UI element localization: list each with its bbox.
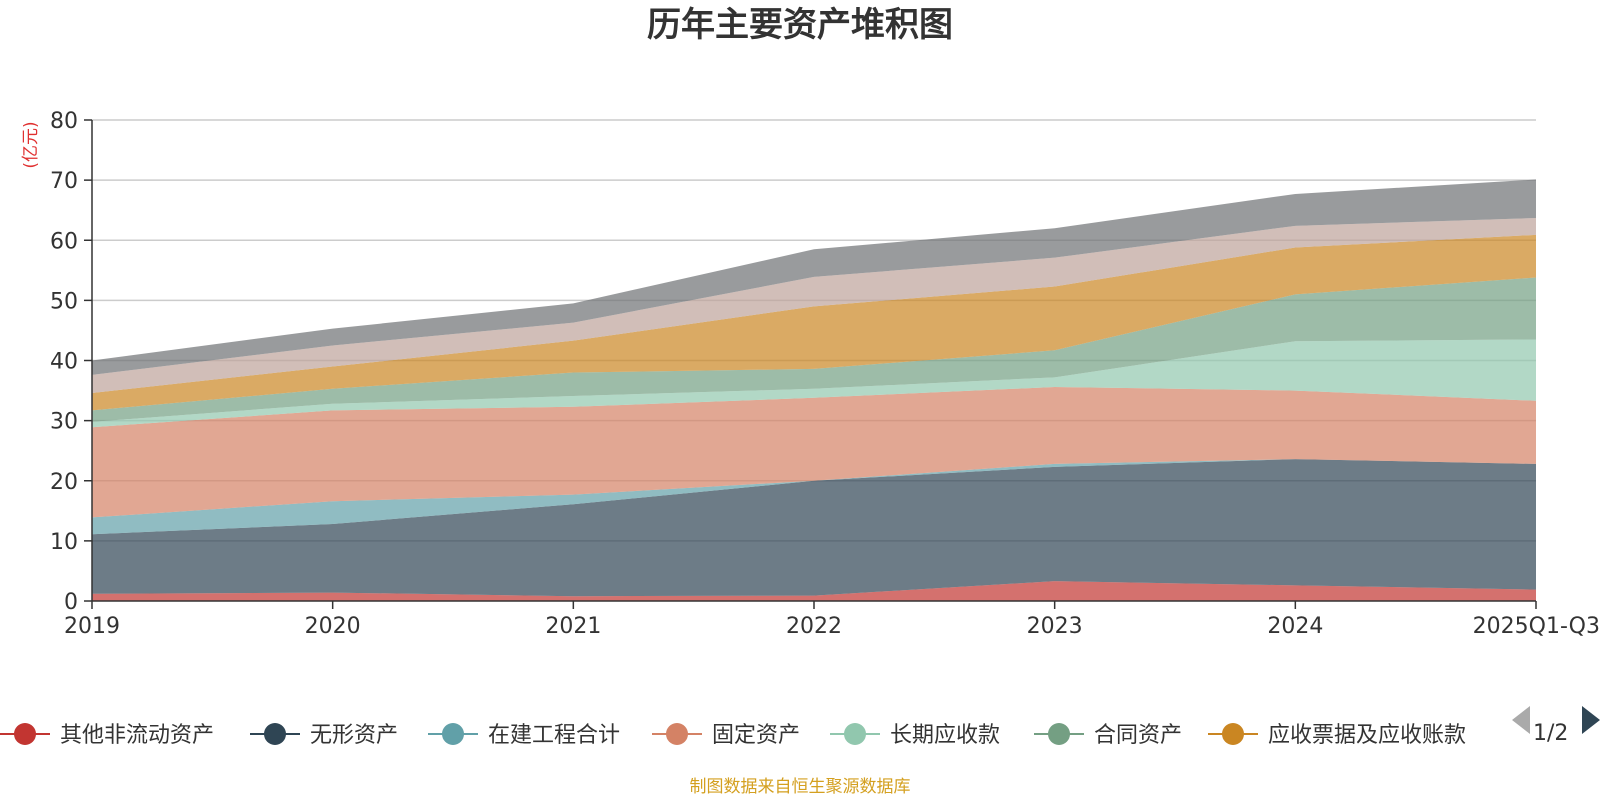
area-series-3 <box>92 459 1536 535</box>
data-source-note: 制图数据来自恒生聚源数据库 <box>690 777 911 797</box>
y-tick-label: 60 <box>50 229 78 254</box>
x-tick-label: 2022 <box>786 614 842 639</box>
legend-item[interactable]: 其他非流动资产 <box>0 723 214 748</box>
x-tick-label: 2020 <box>305 614 361 639</box>
y-axis-unit-label: (亿元) <box>21 121 41 168</box>
chart-title: 历年主要资产堆积图 <box>647 5 953 45</box>
y-tick-label: 50 <box>50 289 78 314</box>
legend-circle-marker <box>264 723 286 745</box>
legend-label: 其他非流动资产 <box>60 723 214 748</box>
x-tick-label: 2021 <box>545 614 601 639</box>
legend-circle-marker <box>1222 723 1244 745</box>
legend-circle-marker <box>442 723 464 745</box>
legend-next-page-icon[interactable] <box>1582 706 1600 734</box>
legend-item[interactable]: 无形资产 <box>250 723 398 748</box>
legend-label: 合同资产 <box>1094 723 1182 748</box>
legend-prev-page-icon[interactable] <box>1512 706 1530 734</box>
area-series-2 <box>92 459 1536 597</box>
legend-pager: 1/2 <box>1512 706 1600 746</box>
y-tick-label: 40 <box>50 350 78 375</box>
legend-item[interactable]: 在建工程合计 <box>428 723 620 748</box>
area-series-4 <box>92 386 1536 518</box>
x-tick-label: 2025Q1-Q3 <box>1473 614 1600 639</box>
x-tick-label: 2023 <box>1027 614 1083 639</box>
y-tick-label: 30 <box>50 410 78 435</box>
area-series-9 <box>92 179 1536 375</box>
y-tick-label: 0 <box>64 590 78 615</box>
area-series-group <box>92 179 1536 601</box>
y-tick-label: 10 <box>50 530 78 555</box>
area-series-1 <box>92 581 1536 601</box>
legend-label: 固定资产 <box>712 723 800 748</box>
legend-page-indicator: 1/2 <box>1533 721 1568 746</box>
legend-item[interactable]: 应收票据及应收账款 <box>1208 723 1466 748</box>
legend-item[interactable]: 长期应收款 <box>830 723 1000 748</box>
legend-label: 在建工程合计 <box>488 723 620 748</box>
legend-circle-marker <box>14 723 36 745</box>
legend-circle-marker <box>666 723 688 745</box>
legend-label: 应收票据及应收账款 <box>1268 723 1466 748</box>
x-tick-label: 2024 <box>1267 614 1323 639</box>
legend-item[interactable]: 合同资产 <box>1034 723 1182 748</box>
legend-item[interactable]: 固定资产 <box>652 723 800 748</box>
y-tick-label: 20 <box>50 470 78 495</box>
y-tick-label: 80 <box>50 109 78 134</box>
legend: 其他非流动资产 无形资产 在建工程合计 固定资产 长期应收款 合同资产 应收票据及应收账款 <box>0 723 1466 748</box>
legend-label: 无形资产 <box>310 723 398 748</box>
legend-circle-marker <box>1048 723 1070 745</box>
legend-circle-marker <box>844 723 866 745</box>
x-tick-label: 2019 <box>64 614 120 639</box>
legend-label: 长期应收款 <box>890 723 1000 748</box>
area-series-8 <box>92 218 1536 393</box>
area-series-6 <box>92 277 1536 422</box>
area-series-5 <box>92 339 1536 428</box>
axes: 0 10 20 30 40 50 60 70 80 2019 2020 2021 2022 2023 202… <box>50 109 1600 639</box>
area-series-7 <box>92 234 1536 411</box>
y-tick-label: 70 <box>50 169 78 194</box>
